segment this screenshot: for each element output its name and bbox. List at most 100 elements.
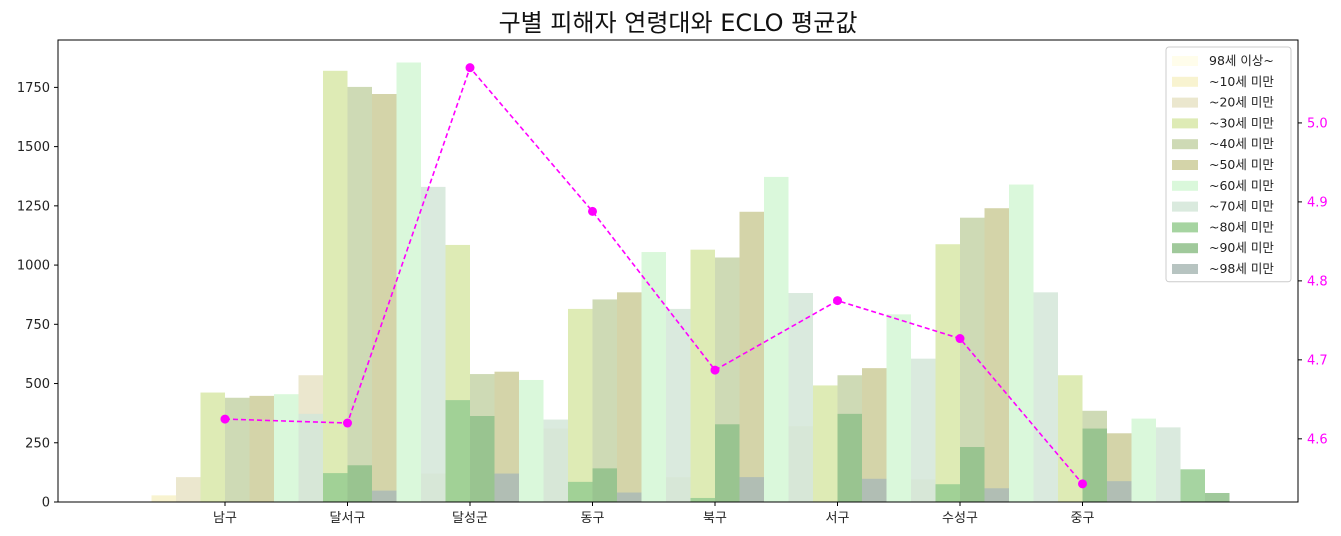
legend-swatch (1172, 77, 1198, 87)
bar (372, 94, 397, 502)
bar (568, 309, 593, 502)
x-tick-label: 달서구 (330, 511, 366, 526)
legend: 98세 이상~ ~10세 미만 ~20세 미만 ~30세 미만 ~40세 미만 ~50세 … (1166, 47, 1291, 282)
legend-label: ~70세 미만 (1209, 199, 1274, 214)
bar (936, 244, 961, 502)
y-tick-label: 1250 (17, 199, 50, 214)
legend-label: ~50세 미만 (1209, 157, 1274, 172)
y2-tick-label: 4.6 (1307, 432, 1328, 447)
legend-swatch (1172, 56, 1198, 66)
legend-label: ~30세 미만 (1209, 115, 1274, 130)
y-tick-label: 750 (25, 318, 50, 333)
bar (740, 477, 765, 502)
bar (691, 498, 716, 502)
legend-label: ~40세 미만 (1209, 136, 1274, 151)
eclo-point (343, 419, 352, 428)
legend-label: ~60세 미만 (1209, 178, 1274, 193)
bar (936, 484, 961, 502)
bar (887, 314, 912, 502)
bar (397, 63, 422, 502)
x-tick-label: 달성군 (452, 511, 488, 526)
bar (1083, 429, 1108, 502)
bar (152, 495, 177, 502)
legend-swatch (1172, 202, 1198, 212)
bar (568, 482, 593, 502)
bar (813, 385, 838, 502)
y-tick-label: 500 (25, 377, 50, 392)
legend-swatch (1172, 98, 1198, 108)
y2-tick-label: 5.0 (1307, 116, 1328, 131)
bar (691, 250, 716, 502)
bar (985, 208, 1010, 502)
bar (544, 420, 569, 502)
legend-label: 98세 이상~ (1209, 53, 1274, 68)
bar (323, 71, 348, 502)
legend-label: ~20세 미만 (1209, 95, 1274, 110)
bar (617, 292, 642, 502)
legend-label: ~98세 미만 (1209, 261, 1274, 276)
plot-bars (152, 63, 1255, 502)
x-tick-label: 서구 (826, 511, 850, 526)
bar (1181, 469, 1206, 502)
bar (960, 447, 985, 502)
bar (470, 416, 495, 502)
y-tick-label: 1500 (17, 140, 50, 155)
bar (1107, 481, 1132, 502)
bar (299, 414, 324, 502)
eclo-point (833, 296, 842, 305)
bar (1034, 292, 1059, 502)
legend-swatch (1172, 118, 1198, 128)
eclo-point (956, 334, 965, 343)
eclo-point (1078, 479, 1087, 488)
bar (1009, 185, 1034, 502)
bar (740, 212, 765, 502)
bar (225, 398, 250, 502)
y-tick-label: 250 (25, 436, 50, 451)
bar (1132, 419, 1157, 502)
legend-label: ~80세 미만 (1209, 219, 1274, 234)
eclo-point (221, 415, 230, 424)
legend-swatch (1172, 139, 1198, 149)
legend-label: ~10세 미만 (1209, 74, 1274, 89)
legend-swatch (1172, 181, 1198, 191)
bar (176, 477, 201, 502)
bar (715, 424, 740, 502)
x-tick-label: 북구 (703, 511, 727, 526)
legend-label: ~90세 미만 (1209, 240, 1274, 255)
eclo-point (711, 366, 720, 375)
bar (666, 309, 691, 502)
legend-swatch (1172, 160, 1198, 170)
bar (519, 380, 544, 502)
bar (250, 396, 275, 502)
bar (617, 493, 642, 502)
bar (838, 414, 863, 502)
chart-title: 구별 피해자 연령대와 ECLO 평균값 (499, 9, 858, 37)
bar (201, 393, 226, 502)
bar (911, 359, 936, 502)
bar (789, 293, 814, 502)
bar (593, 468, 618, 502)
bar (421, 187, 446, 502)
y-tick-label: 1750 (17, 81, 50, 96)
bar (446, 400, 471, 502)
x-tick-label: 남구 (213, 511, 237, 526)
bar (985, 488, 1010, 502)
eclo-point (588, 207, 597, 216)
legend-swatch (1172, 243, 1198, 253)
y-tick-label: 1000 (17, 259, 50, 274)
bar (348, 87, 373, 502)
bar (495, 474, 520, 502)
bar (862, 479, 887, 502)
eclo-point (466, 63, 475, 72)
bar (348, 465, 373, 502)
legend-swatch (1172, 222, 1198, 232)
y2-tick-label: 4.7 (1307, 353, 1328, 368)
x-tick-label: 중구 (1071, 511, 1095, 526)
bar (1205, 493, 1230, 502)
x-tick-label: 동구 (581, 511, 605, 526)
y2-tick-label: 4.9 (1307, 195, 1328, 210)
bar (274, 394, 299, 502)
bar (323, 473, 348, 502)
legend-swatch (1172, 264, 1198, 274)
